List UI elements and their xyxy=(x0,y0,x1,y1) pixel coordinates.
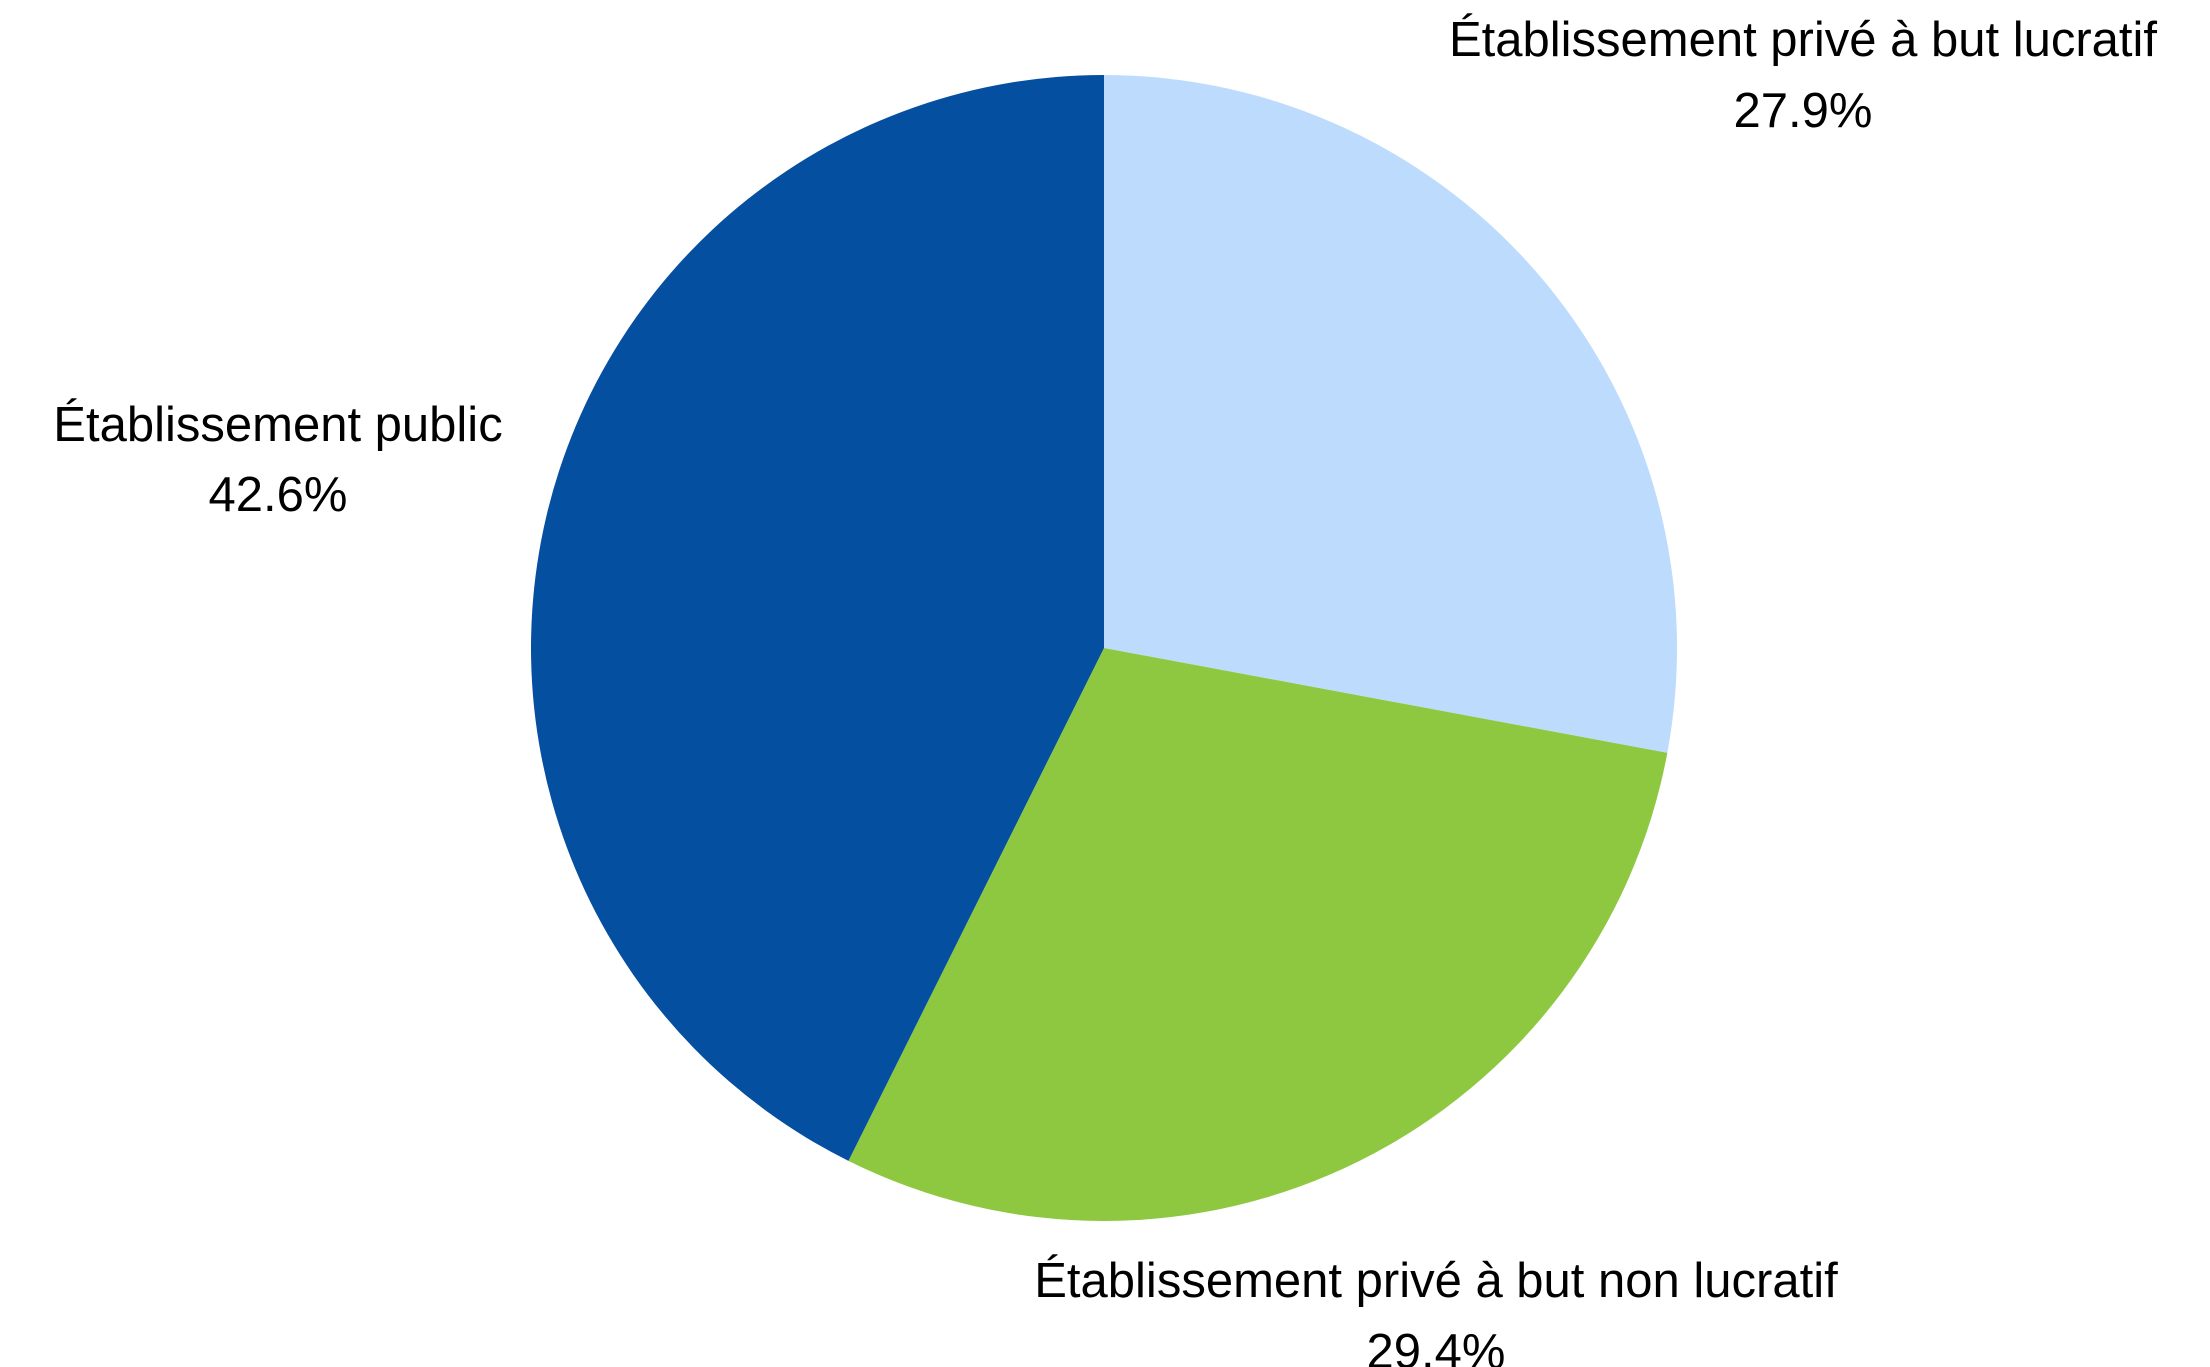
slice-value-public: 42.6% xyxy=(209,468,348,522)
slice-label-prive-non-lucratif: Établissement privé à but non lucratif xyxy=(1034,1254,1838,1308)
pie-slice-public xyxy=(530,75,1104,1161)
slice-value-prive-non-lucratif: 29.4% xyxy=(1367,1325,1506,1367)
pie-slices xyxy=(530,75,1677,1221)
pie-slice-prive-lucratif xyxy=(1104,75,1677,753)
slice-value-prive-lucratif: 27.9% xyxy=(1734,84,1873,138)
slice-label-public: Établissement public xyxy=(53,398,502,452)
slice-label-prive-lucratif: Établissement privé à but lucratif xyxy=(1449,13,2157,67)
pie-slice-prive-non-lucratif xyxy=(848,648,1668,1221)
